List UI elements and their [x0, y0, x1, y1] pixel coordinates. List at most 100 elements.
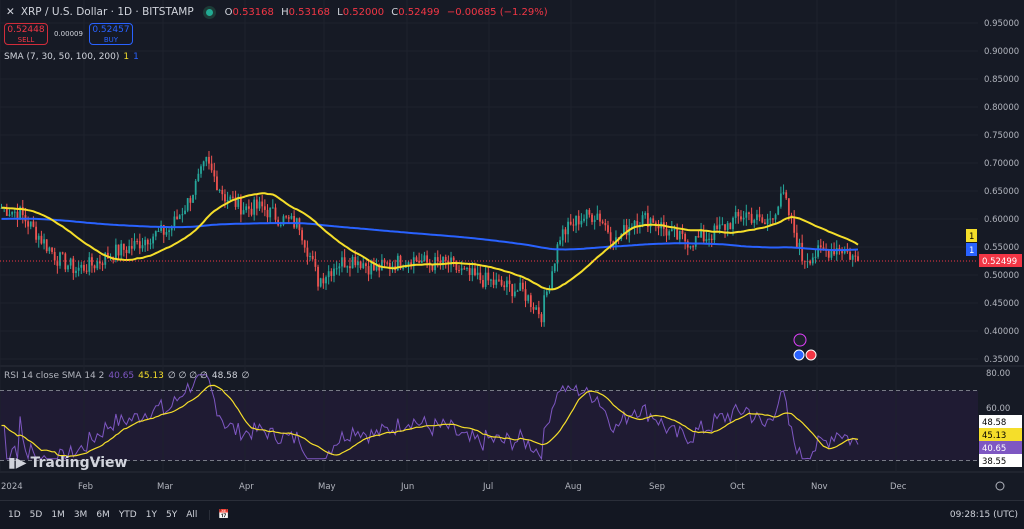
candle	[133, 241, 136, 249]
candle	[37, 235, 40, 240]
candle	[700, 230, 702, 238]
x-icon[interactable]: ✕	[6, 6, 15, 18]
candle	[633, 220, 636, 227]
candle	[333, 268, 335, 276]
candle	[245, 206, 248, 211]
candle	[835, 248, 838, 255]
candle	[841, 250, 843, 254]
candle	[846, 250, 849, 252]
range-5y[interactable]: 5Y	[165, 510, 178, 520]
candle	[210, 163, 213, 171]
sell-button[interactable]: 0.52448 SELL	[4, 23, 48, 45]
candle	[373, 263, 375, 271]
calendar-icon[interactable]: 📅	[209, 510, 230, 520]
candle	[646, 213, 649, 227]
candle	[83, 264, 85, 271]
candle	[782, 192, 785, 194]
candle	[40, 235, 43, 244]
price-tick: 0.95000	[984, 19, 1019, 29]
candle	[625, 225, 628, 236]
candle	[785, 192, 788, 199]
candle	[516, 290, 519, 292]
sma-legend[interactable]: SMA (7, 30, 50, 100, 200) 1 1	[4, 52, 139, 62]
candle	[583, 218, 585, 221]
candle	[718, 224, 721, 229]
candle	[833, 250, 835, 255]
tradingview-logo[interactable]: ▮▶ TradingView	[8, 455, 128, 471]
candle	[77, 267, 80, 271]
candle	[556, 244, 559, 264]
change: −0.00685 (−1.29%)	[446, 6, 548, 18]
rsi-tick: 80.00	[986, 369, 1010, 379]
candle	[290, 215, 293, 219]
us-flag-event-icon[interactable]	[793, 349, 805, 361]
candle	[99, 261, 101, 264]
candle	[827, 250, 830, 258]
candle	[85, 270, 88, 272]
candle	[420, 260, 423, 263]
range-3m[interactable]: 3M	[73, 510, 88, 520]
candle	[287, 217, 290, 219]
candle	[657, 224, 660, 229]
sma-30-line	[1, 192, 859, 291]
candle	[181, 214, 184, 216]
candle	[631, 226, 633, 228]
candle	[458, 270, 460, 272]
rsi-legend[interactable]: RSI 14 close SMA 14 2 40.65 45.13 ∅ ∅ ∅ ∅ 48…	[4, 371, 250, 381]
trade-panel: 0.52448 SELL 0.00009 0.52457 BUY	[4, 23, 133, 45]
range-1d[interactable]: 1D	[8, 510, 21, 520]
price-tick: 0.70000	[984, 159, 1019, 169]
sma-blue-badge-bg	[966, 243, 977, 256]
us-flag-event-icon[interactable]	[805, 349, 817, 361]
symbol-title[interactable]: XRP / U.S. Dollar · 1D · BITSTAMP	[20, 6, 194, 18]
candle	[591, 214, 593, 222]
range-6m[interactable]: 6M	[96, 510, 110, 520]
candle	[466, 268, 468, 270]
candle	[104, 252, 107, 265]
candle	[144, 239, 147, 246]
price-chart[interactable]: 0.95000 0.90000 0.85000 0.80000 0.75000 0.700…	[0, 0, 1024, 500]
rsi-sma-line	[1, 384, 859, 458]
candle	[527, 295, 530, 301]
range-1m[interactable]: 1M	[51, 510, 65, 520]
rsi-badge-bg	[979, 415, 1022, 428]
candle	[61, 252, 64, 254]
clock[interactable]: 09:28:15 (UTC)	[949, 510, 1018, 520]
candle	[338, 266, 341, 269]
range-1y[interactable]: 1Y	[145, 510, 157, 520]
candle	[742, 217, 745, 220]
candle	[577, 215, 580, 225]
last-price-badge: 0.52499	[982, 257, 1017, 267]
candle	[543, 295, 546, 323]
lightning-event-icon[interactable]	[793, 333, 807, 347]
candle	[415, 257, 418, 261]
buy-button[interactable]: 0.52457 BUY	[88, 23, 133, 45]
candle	[266, 209, 269, 218]
candle	[51, 247, 53, 253]
range-all[interactable]: All	[186, 510, 198, 520]
candle	[309, 255, 311, 257]
range-5d[interactable]: 5D	[29, 510, 43, 520]
time-tick: 2024	[1, 482, 23, 492]
time-tick: Mar	[157, 482, 174, 492]
candle	[702, 230, 705, 242]
candle	[471, 268, 474, 276]
candle	[721, 224, 724, 226]
candle	[170, 227, 173, 231]
candle	[708, 238, 710, 240]
candle	[442, 256, 444, 264]
candle	[234, 197, 237, 207]
candle	[197, 173, 200, 181]
candle	[114, 244, 117, 260]
candle	[402, 267, 405, 269]
sma-yellow-badge: 1	[969, 232, 974, 242]
candle	[122, 243, 125, 250]
symbol-header: ✕ XRP / U.S. Dollar · 1D · BITSTAMP O0.5…	[6, 6, 552, 18]
candle	[596, 213, 599, 220]
candle	[551, 271, 554, 289]
candle	[168, 230, 170, 233]
settings-icon[interactable]	[995, 481, 1005, 491]
price-tick: 0.65000	[984, 187, 1019, 197]
candle	[537, 307, 540, 315]
range-ytd[interactable]: YTD	[118, 510, 137, 520]
